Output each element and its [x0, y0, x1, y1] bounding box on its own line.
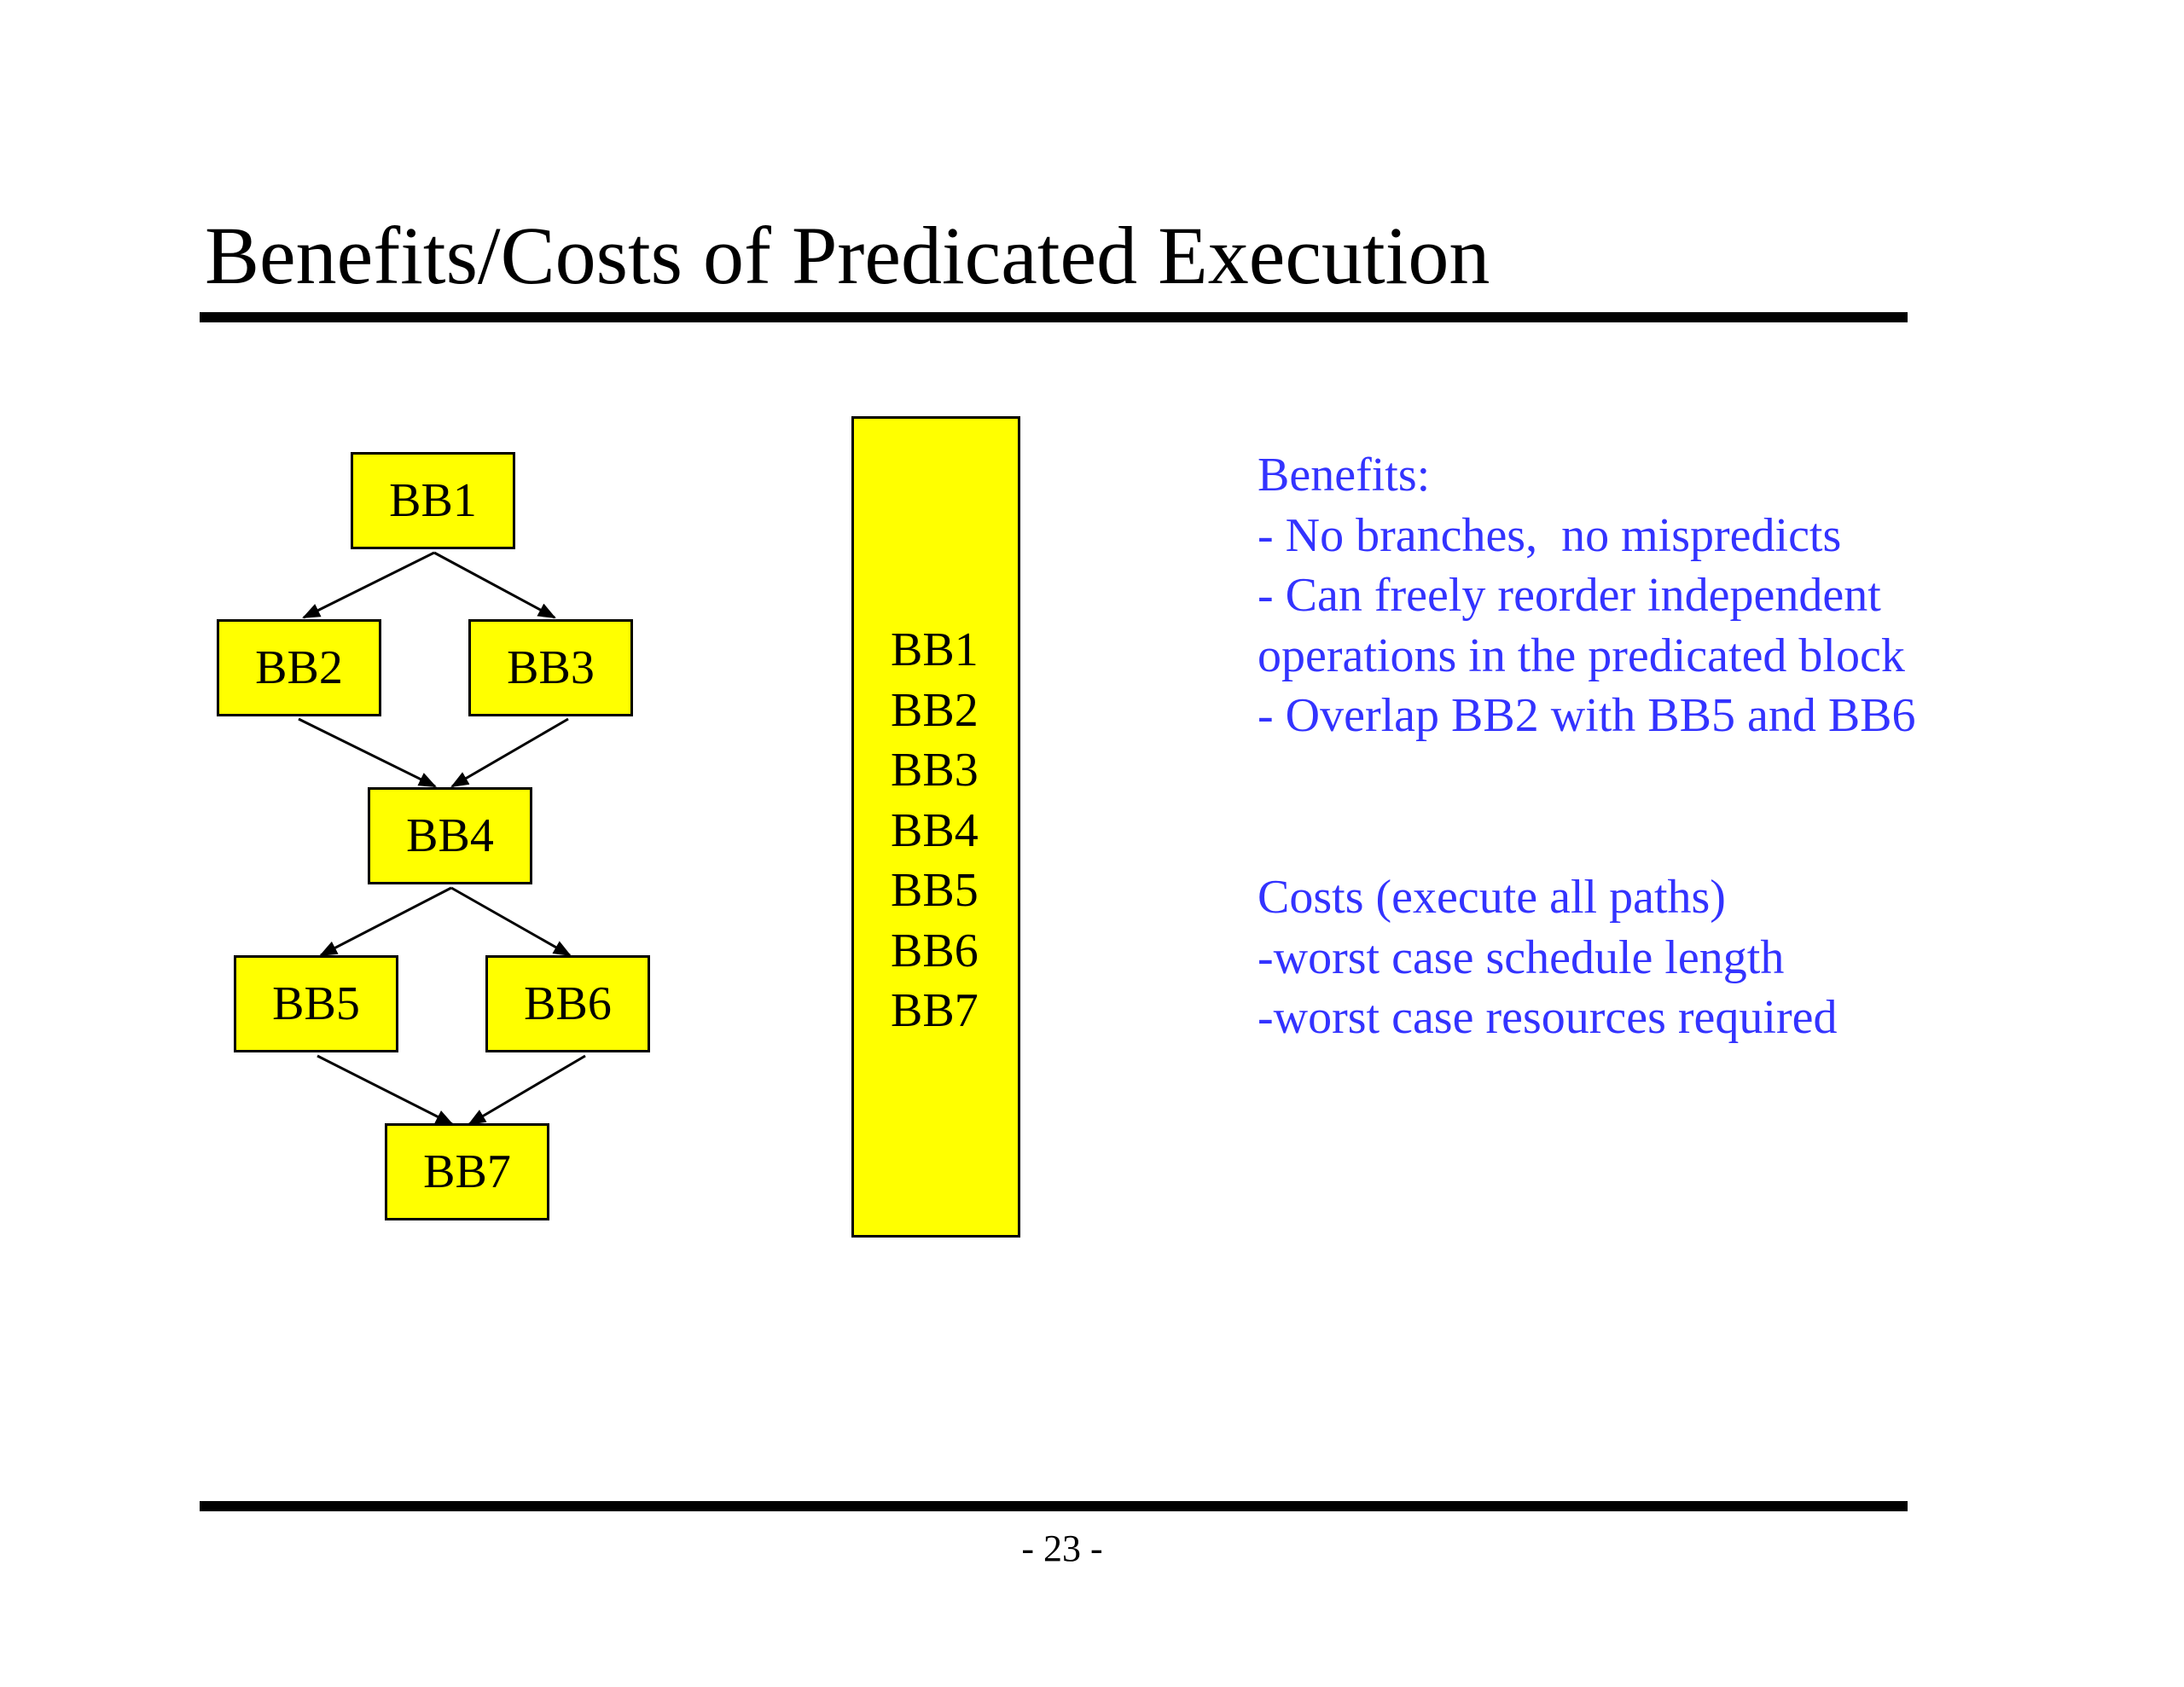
- page-number: - 23 -: [1021, 1528, 1103, 1569]
- benefits-heading: Benefits:: [1258, 449, 1431, 501]
- predicated-block-list: BB1 BB2 BB3 BB4 BB5 BB6 BB7: [891, 620, 979, 1041]
- edge-bb4-bb5: [319, 886, 452, 957]
- costs-section: Costs (execute all paths) -worst case sc…: [1258, 867, 1837, 1048]
- slide-title: Benefits/Costs of Predicated Execution: [205, 210, 1490, 301]
- benefits-line: - Can freely reorder independent: [1258, 569, 1881, 622]
- cfg-block-bb7: BB7: [385, 1123, 549, 1220]
- title-rule: [200, 312, 1908, 322]
- benefits-section: Benefits: - No branches, no mispredicts …: [1258, 445, 1916, 746]
- costs-line: -worst case schedule length: [1258, 930, 1785, 984]
- predicated-line: BB6: [891, 924, 979, 977]
- benefits-line: - Overlap BB2 with BB5 and BB6: [1258, 689, 1916, 742]
- footer-rule: [200, 1501, 1908, 1511]
- predicated-line: BB2: [891, 683, 979, 737]
- edge-bb1-bb3: [433, 551, 556, 619]
- predicated-line: BB3: [891, 744, 979, 797]
- cfg-block-bb6: BB6: [485, 955, 650, 1052]
- predicated-line: BB4: [891, 803, 979, 857]
- cfg-block-bb5: BB5: [234, 955, 398, 1052]
- cfg-block-bb4: BB4: [368, 787, 532, 884]
- edge-bb4-bb6: [450, 886, 572, 957]
- benefits-line: operations in the predicated block: [1258, 629, 1905, 682]
- cfg-block-bb1: BB1: [351, 452, 515, 549]
- cfg-block-bb2: BB2: [217, 619, 381, 716]
- predicated-line: BB7: [891, 984, 979, 1037]
- cfg-block-bb3: BB3: [468, 619, 633, 716]
- costs-line: -worst case resources required: [1258, 991, 1838, 1044]
- costs-heading: Costs (execute all paths): [1258, 871, 1726, 924]
- benefits-line: - No branches, no mispredicts: [1258, 508, 1842, 562]
- predicated-line: BB1: [891, 623, 979, 676]
- predicated-line: BB5: [891, 864, 979, 917]
- edge-bb1-bb2: [302, 551, 435, 619]
- edge-bb5-bb7: [317, 1054, 454, 1126]
- edge-bb3-bb4: [450, 717, 569, 788]
- predicated-block: [851, 416, 1020, 1238]
- edge-bb6-bb7: [468, 1054, 586, 1126]
- edge-bb2-bb4: [298, 717, 437, 788]
